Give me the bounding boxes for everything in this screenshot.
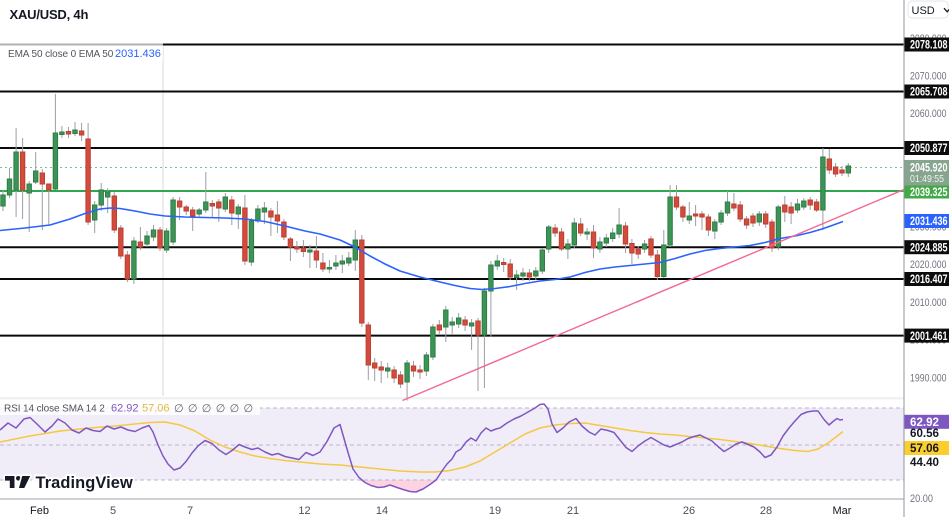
svg-text:5: 5 [110,505,116,517]
svg-text:2045.920: 2045.920 [910,163,948,175]
svg-text:2078.108: 2078.108 [910,40,948,52]
svg-text:20.00: 20.00 [910,493,933,505]
svg-text:21: 21 [567,505,579,517]
svg-text:2016.407: 2016.407 [910,274,948,286]
svg-text:2060.000: 2060.000 [910,108,947,120]
svg-text:1990.000: 1990.000 [910,372,947,384]
svg-text:2070.000: 2070.000 [910,71,947,83]
svg-text:Mar: Mar [833,505,852,517]
svg-text:2024.885: 2024.885 [910,242,948,254]
svg-text:60.56: 60.56 [910,428,939,440]
svg-text:2020.000: 2020.000 [910,259,947,271]
svg-text:12: 12 [298,505,310,517]
svg-text:Feb: Feb [30,505,49,517]
svg-text:2031.436: 2031.436 [910,216,948,228]
svg-text:62.92: 62.92 [111,403,139,415]
svg-text:EMA 50 close 0 EMA 50: EMA 50 close 0 EMA 50 [8,49,114,60]
svg-text:2039.325: 2039.325 [910,187,948,199]
svg-text:26: 26 [683,505,695,517]
svg-text:57.06: 57.06 [910,443,939,455]
svg-text:28: 28 [760,505,772,517]
svg-text:2065.708: 2065.708 [910,87,948,99]
svg-text:USD: USD [912,5,935,17]
svg-text:44.40: 44.40 [910,457,939,469]
svg-text:∅: ∅ [188,403,198,415]
svg-text:∅: ∅ [174,403,184,415]
svg-text:01:49:55: 01:49:55 [910,173,944,185]
svg-text:7: 7 [187,505,193,517]
svg-text:62.92: 62.92 [910,417,939,429]
svg-text:2050.877: 2050.877 [910,143,948,155]
svg-text:19: 19 [489,505,501,517]
svg-text:57.06: 57.06 [142,403,170,415]
svg-text:RSI 14 close SMA 14 2: RSI 14 close SMA 14 2 [4,404,105,415]
svg-text:14: 14 [376,505,388,517]
svg-text:TradingView: TradingView [36,474,133,492]
svg-text:∅: ∅ [216,403,226,415]
svg-text:2010.000: 2010.000 [910,297,947,309]
svg-text:XAU/USD, 4h: XAU/USD, 4h [10,7,89,22]
svg-text:∅: ∅ [202,403,212,415]
svg-text:∅: ∅ [244,403,254,415]
svg-text:∅: ∅ [230,403,240,415]
svg-text:2031.436: 2031.436 [115,48,161,60]
svg-text:2001.461: 2001.461 [910,331,948,343]
